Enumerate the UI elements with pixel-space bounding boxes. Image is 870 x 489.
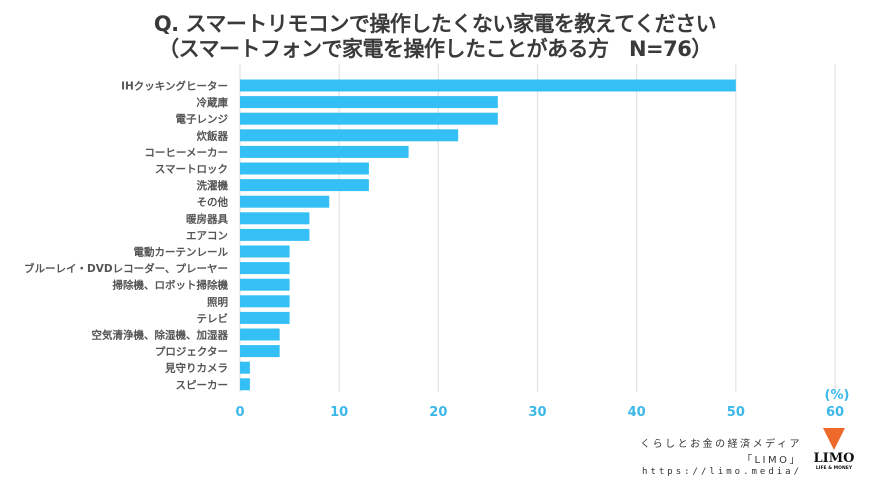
x-tick-label: 40 <box>628 405 646 420</box>
category-label: エアコン <box>186 230 228 242</box>
bar <box>240 96 498 109</box>
category-label: 洗濯機 <box>197 179 229 192</box>
bar <box>240 112 498 125</box>
bar <box>240 361 250 374</box>
bar <box>240 262 290 275</box>
category-label: 暖房器具 <box>186 212 228 225</box>
category-label: 冷蔵庫 <box>197 96 229 109</box>
footer-url[interactable]: https://limo.media/ <box>642 467 802 477</box>
x-tick-labels: 0 10 20 30 40 50 60 <box>235 405 844 420</box>
x-tick-label: 50 <box>727 405 745 420</box>
bar <box>240 145 409 158</box>
chart-subtitle: （スマートフォンで家電を操作したことがある方 N=76） <box>158 37 712 61</box>
footer-brand: 「LIMO」 <box>741 455 802 466</box>
bar <box>240 245 290 258</box>
category-label: 電動カーテンレール <box>134 246 229 259</box>
bars <box>240 79 736 391</box>
x-tick-label: 20 <box>429 405 447 420</box>
bar <box>240 79 736 92</box>
limo-logo: LIMO LIFE & MONEY <box>813 428 855 474</box>
bar <box>240 212 310 225</box>
bar <box>240 162 369 175</box>
category-label: 見守りカメラ <box>164 362 228 375</box>
bar <box>240 328 280 341</box>
x-tick-label: 60 <box>826 405 844 420</box>
category-label: 炊飯器 <box>197 129 229 142</box>
bar <box>240 345 280 358</box>
bar <box>240 179 369 192</box>
category-label: コーヒーメーカー <box>144 147 228 159</box>
bar <box>240 378 250 391</box>
bar <box>240 295 290 308</box>
bar <box>240 278 290 291</box>
category-label: 照明 <box>207 296 228 308</box>
category-labels: IHクッキングヒーター冷蔵庫電子レンジ炊飯器コーヒーメーカースマートロック洗濯機… <box>24 80 228 392</box>
category-label: 掃除機、ロボット掃除機 <box>113 279 229 292</box>
x-axis-unit-label: (%) <box>825 388 850 403</box>
bar <box>240 311 290 324</box>
bar <box>240 228 310 241</box>
category-label: プロジェクター <box>155 345 228 358</box>
logo-tagline: LIFE & MONEY <box>815 466 853 471</box>
footer-credit: くらしとお金の経済メディア 「LIMO」 https://limo.media/ <box>640 435 802 477</box>
category-label: テレビ <box>197 312 229 325</box>
category-label: スマートロック <box>155 164 228 176</box>
category-label: スピーカー <box>176 379 229 391</box>
x-tick-label: 0 <box>235 405 244 420</box>
category-label: 空気清浄機、除湿機、加湿器 <box>92 329 229 342</box>
footer-tagline: くらしとお金の経済メディア <box>640 439 802 450</box>
bar <box>240 129 459 142</box>
category-label: 電子レンジ <box>176 114 229 126</box>
bar <box>240 195 330 208</box>
x-tick-label: 30 <box>528 405 546 420</box>
category-label: ブルーレイ・DVDレコーダー、プレーヤー <box>24 262 228 275</box>
chart-title: Q. スマートリモコンで操作したくない家電を教えてください <box>153 12 717 36</box>
category-label: その他 <box>197 196 229 209</box>
category-label: IHクッキングヒーター <box>121 80 228 93</box>
x-tick-label: 10 <box>330 405 348 420</box>
logo-wordmark: LIMO <box>813 451 855 466</box>
